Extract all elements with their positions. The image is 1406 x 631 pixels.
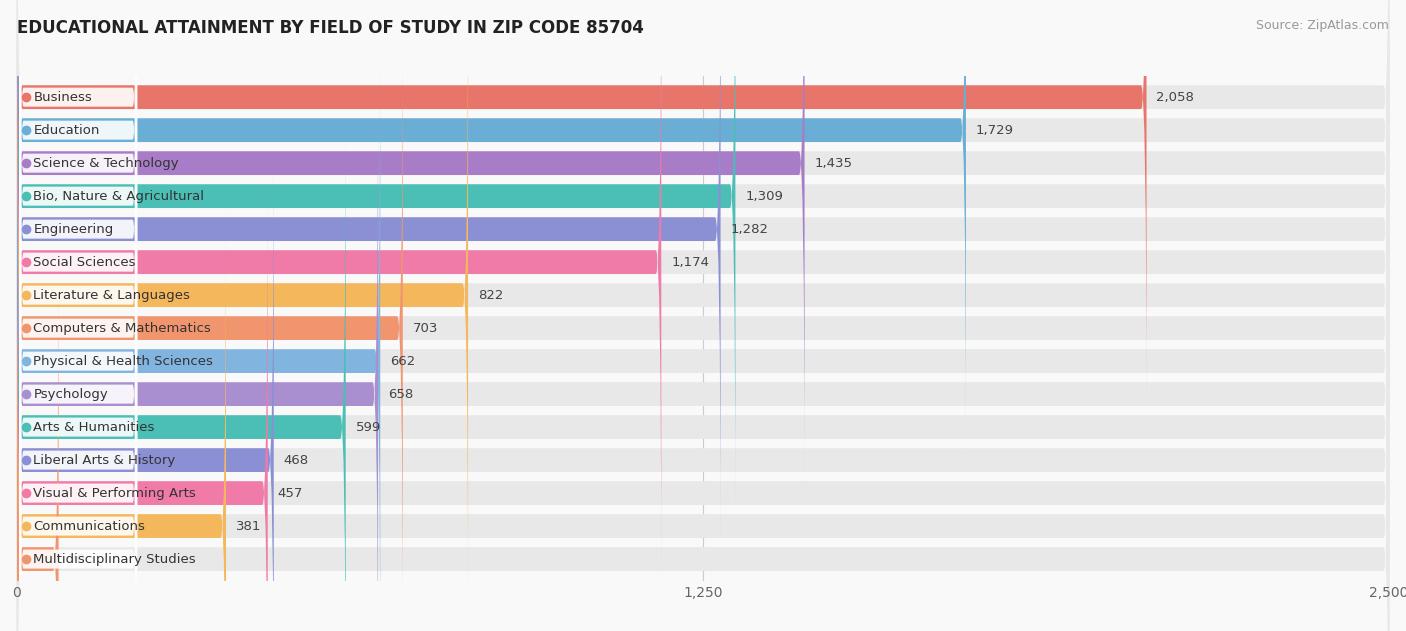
FancyBboxPatch shape [17, 10, 1389, 631]
Text: Education: Education [34, 124, 100, 137]
Text: 468: 468 [284, 454, 309, 466]
FancyBboxPatch shape [17, 109, 346, 631]
Text: 658: 658 [388, 387, 413, 401]
Text: 703: 703 [412, 322, 439, 334]
FancyBboxPatch shape [17, 241, 59, 631]
FancyBboxPatch shape [20, 239, 136, 631]
Text: Visual & Performing Arts: Visual & Performing Arts [34, 487, 195, 500]
FancyBboxPatch shape [20, 305, 136, 631]
Text: 457: 457 [277, 487, 302, 500]
Text: Source: ZipAtlas.com: Source: ZipAtlas.com [1256, 19, 1389, 32]
Text: 1,309: 1,309 [745, 190, 783, 203]
FancyBboxPatch shape [17, 0, 1389, 481]
Text: Science & Technology: Science & Technology [34, 156, 179, 170]
FancyBboxPatch shape [20, 206, 136, 631]
Text: Literature & Languages: Literature & Languages [34, 288, 190, 302]
Text: 381: 381 [236, 519, 262, 533]
Text: 1,174: 1,174 [671, 256, 709, 269]
FancyBboxPatch shape [17, 0, 661, 580]
FancyBboxPatch shape [20, 0, 136, 351]
FancyBboxPatch shape [17, 10, 402, 631]
Text: 662: 662 [389, 355, 415, 368]
FancyBboxPatch shape [20, 0, 136, 451]
FancyBboxPatch shape [20, 0, 136, 483]
FancyBboxPatch shape [17, 0, 1389, 613]
Text: Multidisciplinary Studies: Multidisciplinary Studies [34, 553, 195, 565]
FancyBboxPatch shape [17, 0, 1389, 514]
FancyBboxPatch shape [17, 208, 1389, 631]
FancyBboxPatch shape [20, 173, 136, 631]
FancyBboxPatch shape [20, 74, 136, 582]
FancyBboxPatch shape [17, 0, 1389, 415]
Text: 599: 599 [356, 421, 381, 433]
FancyBboxPatch shape [17, 0, 966, 448]
Text: Liberal Arts & History: Liberal Arts & History [34, 454, 176, 466]
Text: Psychology: Psychology [34, 387, 108, 401]
Text: 2,058: 2,058 [1156, 91, 1194, 103]
FancyBboxPatch shape [20, 8, 136, 517]
FancyBboxPatch shape [17, 0, 720, 547]
FancyBboxPatch shape [17, 0, 1389, 448]
Text: Arts & Humanities: Arts & Humanities [34, 421, 155, 433]
Text: Engineering: Engineering [34, 223, 114, 235]
FancyBboxPatch shape [17, 142, 1389, 631]
Text: 1,729: 1,729 [976, 124, 1014, 137]
FancyBboxPatch shape [17, 0, 735, 514]
Text: EDUCATIONAL ATTAINMENT BY FIELD OF STUDY IN ZIP CODE 85704: EDUCATIONAL ATTAINMENT BY FIELD OF STUDY… [17, 19, 644, 37]
FancyBboxPatch shape [17, 76, 1389, 631]
FancyBboxPatch shape [17, 0, 468, 613]
FancyBboxPatch shape [17, 208, 226, 631]
Text: Social Sciences: Social Sciences [34, 256, 136, 269]
FancyBboxPatch shape [20, 139, 136, 631]
FancyBboxPatch shape [17, 76, 378, 631]
FancyBboxPatch shape [17, 175, 1389, 631]
FancyBboxPatch shape [20, 271, 136, 631]
Text: 76: 76 [69, 553, 86, 565]
FancyBboxPatch shape [17, 142, 274, 631]
FancyBboxPatch shape [17, 109, 1389, 631]
Text: 822: 822 [478, 288, 503, 302]
Text: Communications: Communications [34, 519, 145, 533]
FancyBboxPatch shape [17, 175, 267, 631]
FancyBboxPatch shape [20, 0, 136, 385]
Text: Physical & Health Sciences: Physical & Health Sciences [34, 355, 214, 368]
Text: 1,435: 1,435 [814, 156, 852, 170]
FancyBboxPatch shape [20, 107, 136, 616]
Text: Business: Business [34, 91, 91, 103]
FancyBboxPatch shape [17, 0, 1146, 415]
Text: Computers & Mathematics: Computers & Mathematics [34, 322, 211, 334]
FancyBboxPatch shape [17, 241, 1389, 631]
FancyBboxPatch shape [20, 0, 136, 418]
Text: Bio, Nature & Agricultural: Bio, Nature & Agricultural [34, 190, 204, 203]
FancyBboxPatch shape [17, 43, 380, 631]
FancyBboxPatch shape [17, 43, 1389, 631]
FancyBboxPatch shape [17, 0, 1389, 580]
Text: 1,282: 1,282 [731, 223, 769, 235]
FancyBboxPatch shape [17, 0, 1389, 547]
FancyBboxPatch shape [20, 40, 136, 550]
FancyBboxPatch shape [17, 0, 804, 481]
